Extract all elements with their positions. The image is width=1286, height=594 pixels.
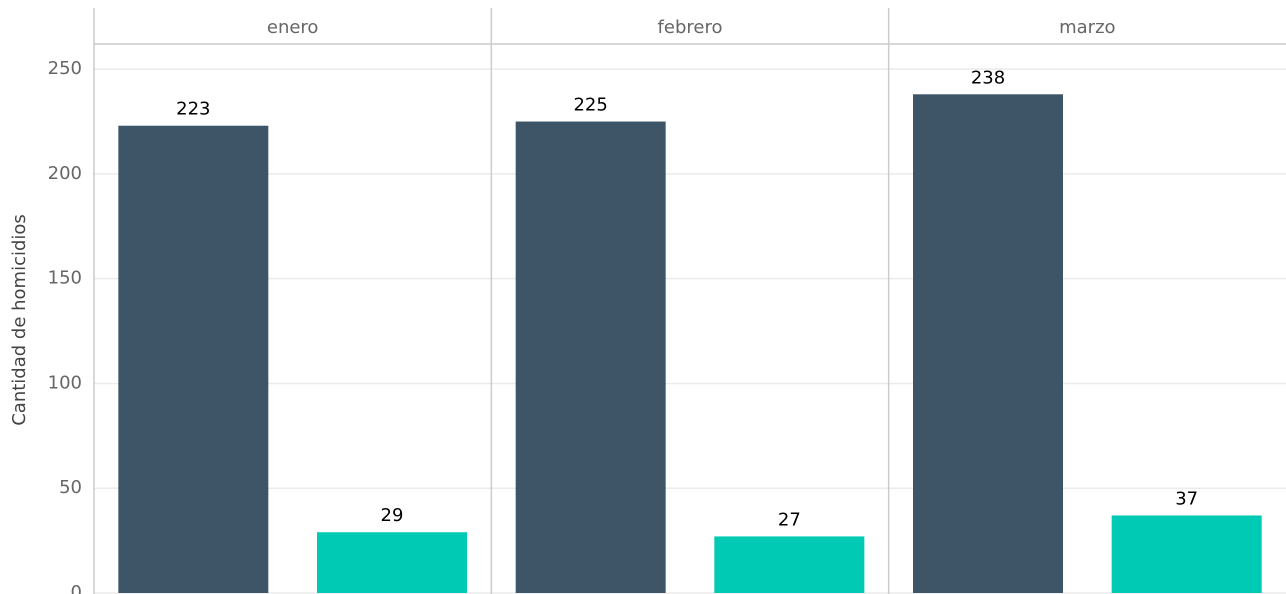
y-axis-label: Cantidad de homicidios xyxy=(9,214,30,426)
y-tick-label: 250 xyxy=(48,58,82,79)
bar xyxy=(118,125,269,593)
value-label: 238 xyxy=(971,67,1005,88)
y-tick-label: 0 xyxy=(71,582,82,594)
facet-label: marzo xyxy=(1059,17,1115,38)
bar xyxy=(515,121,666,594)
value-label: 37 xyxy=(1175,488,1198,509)
facet-label: enero xyxy=(267,17,319,38)
value-label: 223 xyxy=(176,99,210,120)
bar xyxy=(1111,515,1262,593)
bar xyxy=(714,536,865,593)
value-label: 29 xyxy=(381,505,404,526)
bar xyxy=(913,94,1063,594)
y-tick-label: 200 xyxy=(48,163,82,184)
y-tick-label: 150 xyxy=(48,268,82,289)
y-tick-label: 50 xyxy=(59,477,82,498)
value-label: 27 xyxy=(778,509,801,530)
value-label: 225 xyxy=(573,95,607,116)
y-tick-label: 100 xyxy=(48,372,82,393)
facet-label: febrero xyxy=(658,17,723,38)
bar xyxy=(317,532,467,593)
